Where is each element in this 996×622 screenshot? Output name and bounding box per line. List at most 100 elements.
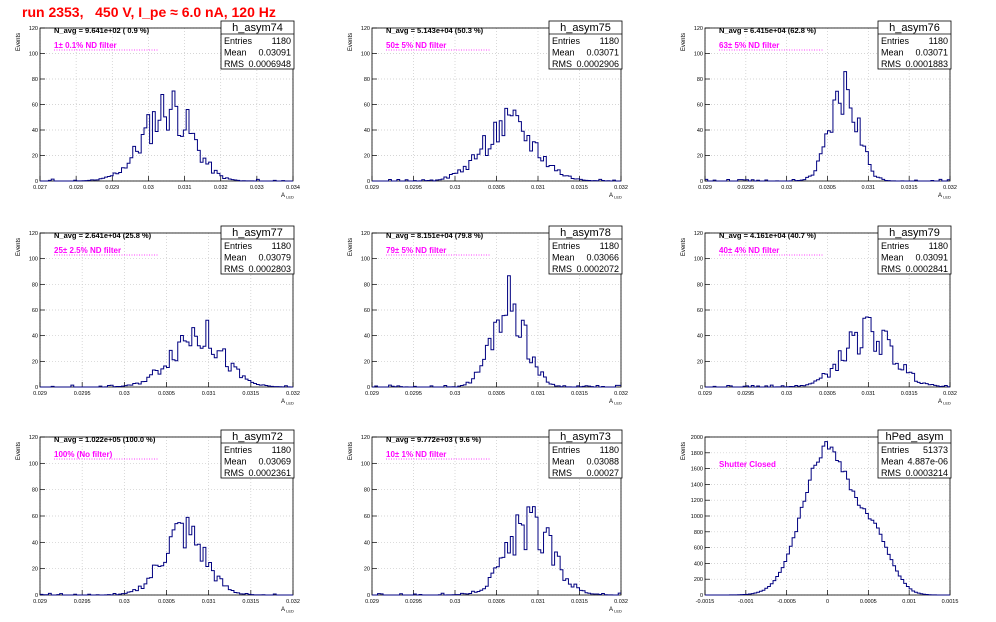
histogram-line — [372, 275, 621, 388]
y-tick-label: 40 — [32, 128, 38, 134]
histogram-panel-h_asym79: 0.029 0.0295 0.03 0.0305 0.031 0.0315 0.032 0 20… — [681, 225, 957, 406]
stats-box-title: h_asym79 — [889, 227, 940, 239]
filter-label: 50± 5% ND filter — [386, 41, 446, 50]
x-tick-label: 0.032 — [943, 391, 957, 397]
stats-box-label: RMS — [224, 59, 244, 69]
histogram-panel-h_asym73: 0.029 0.0295 0.03 0.0305 0.031 0.0315 0.032 0 20… — [348, 429, 628, 614]
y-axis-title: Events — [16, 238, 22, 256]
stats-box-label: RMS — [552, 264, 572, 274]
y-tick-label: 60 — [364, 514, 370, 520]
y-tick-label: 80 — [364, 282, 370, 288]
stats-box-value: 0.0002361 — [248, 468, 291, 478]
y-tick-label: 80 — [697, 77, 703, 83]
x-tick-label: 0.03 — [781, 185, 792, 191]
y-tick-label: 40 — [364, 334, 370, 340]
filter-label: 25± 2.5% ND filter — [54, 246, 121, 255]
x-tick-label: 0.029 — [698, 185, 712, 191]
navg-label: N_avg = 4.161e+04 (40.7 %) — [719, 231, 817, 240]
stats-box-value: 51373 — [923, 445, 948, 455]
stats-box-value: 1180 — [272, 36, 291, 46]
y-tick-label: 200 — [694, 577, 703, 583]
x-tick-label: 0.0305 — [488, 185, 505, 191]
y-tick-label: 80 — [32, 77, 38, 83]
stats-box-label: Entries — [552, 241, 581, 251]
stats-box-label: Entries — [552, 445, 581, 455]
stats-box-value: 0.0002906 — [576, 59, 619, 69]
y-tick-label: 1600 — [691, 467, 703, 473]
stats-box-value: 0.0002803 — [248, 264, 291, 274]
y-tick-label: 40 — [32, 540, 38, 546]
y-tick-label: 800 — [694, 530, 703, 536]
x-tick-label: 0.0305 — [488, 391, 505, 397]
x-tick-label: 0.031 — [202, 391, 216, 397]
y-tick-label: 0 — [700, 179, 703, 185]
stats-box-label: Entries — [881, 445, 910, 455]
y-axis-title: Events — [681, 238, 687, 256]
stats-box-title: h_asym74 — [232, 22, 283, 34]
x-tick-label: 0.031 — [531, 185, 545, 191]
run-title: run 2353, 450 V, I_pe ≈ 6.0 nA, 120 Hz — [22, 4, 276, 20]
x-tick-label: 0.0305 — [158, 391, 175, 397]
y-axis-title: Events — [348, 33, 354, 51]
x-tick-label: 0.0315 — [242, 391, 259, 397]
histogram-line — [705, 71, 950, 182]
x-tick-label: 0.001 — [902, 599, 916, 605]
stats-box-value: 1180 — [272, 241, 291, 251]
x-tick-label: 0.031 — [178, 185, 192, 191]
x-axis-title-subscript: LED — [613, 195, 622, 200]
x-axis-title: A LED — [281, 607, 294, 614]
x-tick-label: 0.031 — [531, 391, 545, 397]
y-axis-title: Events — [681, 442, 687, 460]
stats-box-label: Mean — [552, 48, 575, 58]
x-tick-label: 0.0315 — [571, 391, 588, 397]
stats-box-value: 0.0002841 — [905, 264, 948, 274]
stats-box-label: Mean — [552, 457, 575, 467]
x-tick-label: 0.029 — [365, 185, 379, 191]
y-tick-label: 0 — [367, 385, 370, 391]
y-tick-label: 60 — [697, 103, 703, 109]
stats-box — [220, 20, 295, 70]
stats-box — [877, 225, 952, 275]
y-tick-label: 1000 — [691, 514, 703, 520]
navg-label: N_avg = 9.641e+02 ( 0.9 %) — [54, 26, 150, 35]
histogram-line — [40, 319, 293, 388]
x-tick-label: 0.0295 — [74, 599, 91, 605]
y-tick-label: 120 — [29, 435, 38, 441]
x-tick-label: 0.034 — [286, 185, 300, 191]
x-tick-label: 0.0305 — [158, 599, 175, 605]
stats-box-title: h_asym72 — [232, 431, 283, 443]
histogram-panel-h_asym75: 0.029 0.0295 0.03 0.0305 0.031 0.0315 0.032 0 20… — [348, 20, 628, 200]
x-tick-label: 0.032 — [943, 185, 957, 191]
x-tick-label: -0.001 — [738, 599, 754, 605]
histogram-line — [705, 441, 950, 596]
histogram-panel-h_asym77: 0.029 0.0295 0.03 0.0305 0.031 0.0315 0.032 0 20… — [16, 225, 300, 406]
y-tick-label: 100 — [361, 257, 370, 263]
x-tick-label: 0.029 — [33, 599, 47, 605]
x-tick-label: 0.032 — [614, 599, 628, 605]
x-tick-label: 0.029 — [365, 599, 379, 605]
stats-box-title: h_asym75 — [560, 22, 611, 34]
x-tick-label: 0.0305 — [819, 391, 836, 397]
x-tick-label: 0.032 — [614, 185, 628, 191]
x-axis-title: A LED — [938, 399, 951, 406]
y-tick-label: 100 — [29, 461, 38, 467]
stats-box-value: 0.03071 — [915, 48, 948, 58]
x-tick-label: 0.029 — [365, 391, 379, 397]
stats-box-value: 1180 — [929, 36, 948, 46]
x-tick-label: -0.0015 — [696, 599, 715, 605]
stats-box-label: RMS — [881, 468, 901, 478]
x-tick-label: 0.028 — [69, 185, 83, 191]
y-tick-label: 60 — [32, 308, 38, 314]
y-tick-label: 40 — [364, 128, 370, 134]
stats-box-value: 0.03091 — [258, 48, 291, 58]
x-tick-label: 0.03 — [781, 391, 792, 397]
stats-box-value: 0.03071 — [586, 48, 619, 58]
y-tick-label: 1800 — [691, 451, 703, 457]
navg-label: N_avg = 5.143e+04 (50.3 %) — [386, 26, 484, 35]
y-tick-label: 20 — [364, 359, 370, 365]
histogram-line — [40, 516, 293, 596]
filter-label: 79± 5% ND filter — [386, 246, 446, 255]
x-axis-title: A LED — [281, 193, 294, 200]
y-tick-label: 20 — [32, 154, 38, 160]
y-axis-title: Events — [16, 33, 22, 51]
